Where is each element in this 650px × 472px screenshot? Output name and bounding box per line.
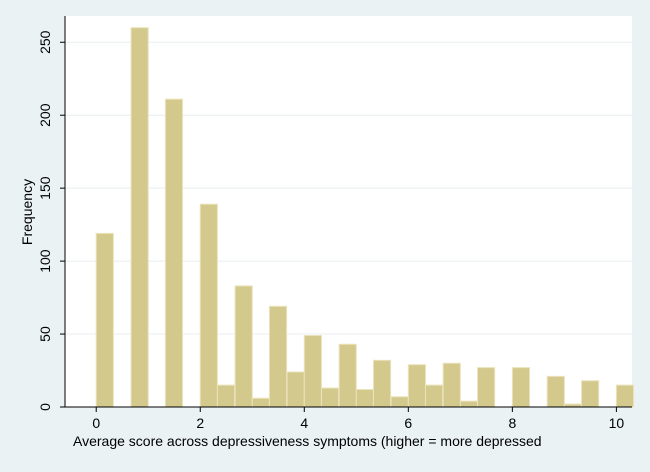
x-tick-label: 0 (92, 415, 100, 431)
y-axis-label: Frequency (19, 179, 35, 245)
axes (64, 16, 632, 408)
histogram-bar-6 (234, 285, 253, 408)
x-tick-label: 8 (508, 415, 516, 431)
histogram-bar-4 (199, 203, 218, 408)
x-axis-ticks: 0 2 4 6 8 10 (92, 407, 624, 431)
grid-lines (65, 41, 632, 335)
histogram-bar-9 (286, 371, 305, 408)
y-tick-label: 0 (37, 403, 53, 411)
x-tick-label: 6 (404, 415, 412, 431)
histogram-bar-15 (390, 396, 409, 408)
histogram-bar-25 (615, 384, 635, 408)
y-tick-label: 50 (37, 326, 53, 342)
histogram-bar-21 (511, 367, 531, 408)
histogram-bar-24 (581, 380, 600, 408)
histogram-bar-12 (338, 343, 357, 408)
x-tick-label: 4 (300, 415, 308, 431)
x-tick-label: 2 (196, 415, 204, 431)
x-axis-label: Average score across depressiveness symp… (73, 433, 542, 449)
histogram-bar-7 (251, 397, 270, 408)
histogram-bar-2 (130, 27, 149, 408)
histogram-bar-16 (407, 364, 426, 408)
y-tick-label: 200 (37, 103, 53, 127)
y-axis-ticks: 0 50 100 150 200 250 (37, 30, 65, 411)
histogram-bar-8 (268, 305, 288, 408)
y-tick-label: 250 (37, 30, 53, 54)
histogram-bar-5 (216, 384, 236, 408)
histogram-bar-10 (303, 335, 322, 408)
histogram-bar-11 (320, 387, 340, 408)
histogram-bar-19 (459, 400, 479, 408)
histogram-bar-17 (424, 384, 444, 408)
histogram-bar-14 (372, 359, 392, 408)
histogram-bar-22 (546, 375, 565, 408)
histogram-bar-20 (477, 367, 496, 408)
histogram-bar-18 (442, 362, 461, 408)
plot-background (65, 16, 632, 407)
y-tick-label: 150 (37, 176, 53, 200)
histogram-bar-13 (355, 388, 374, 408)
x-tick-label: 10 (609, 415, 625, 431)
histogram-bar-1 (95, 232, 114, 408)
histogram-bar-3 (164, 98, 184, 408)
y-tick-label: 100 (37, 249, 53, 273)
